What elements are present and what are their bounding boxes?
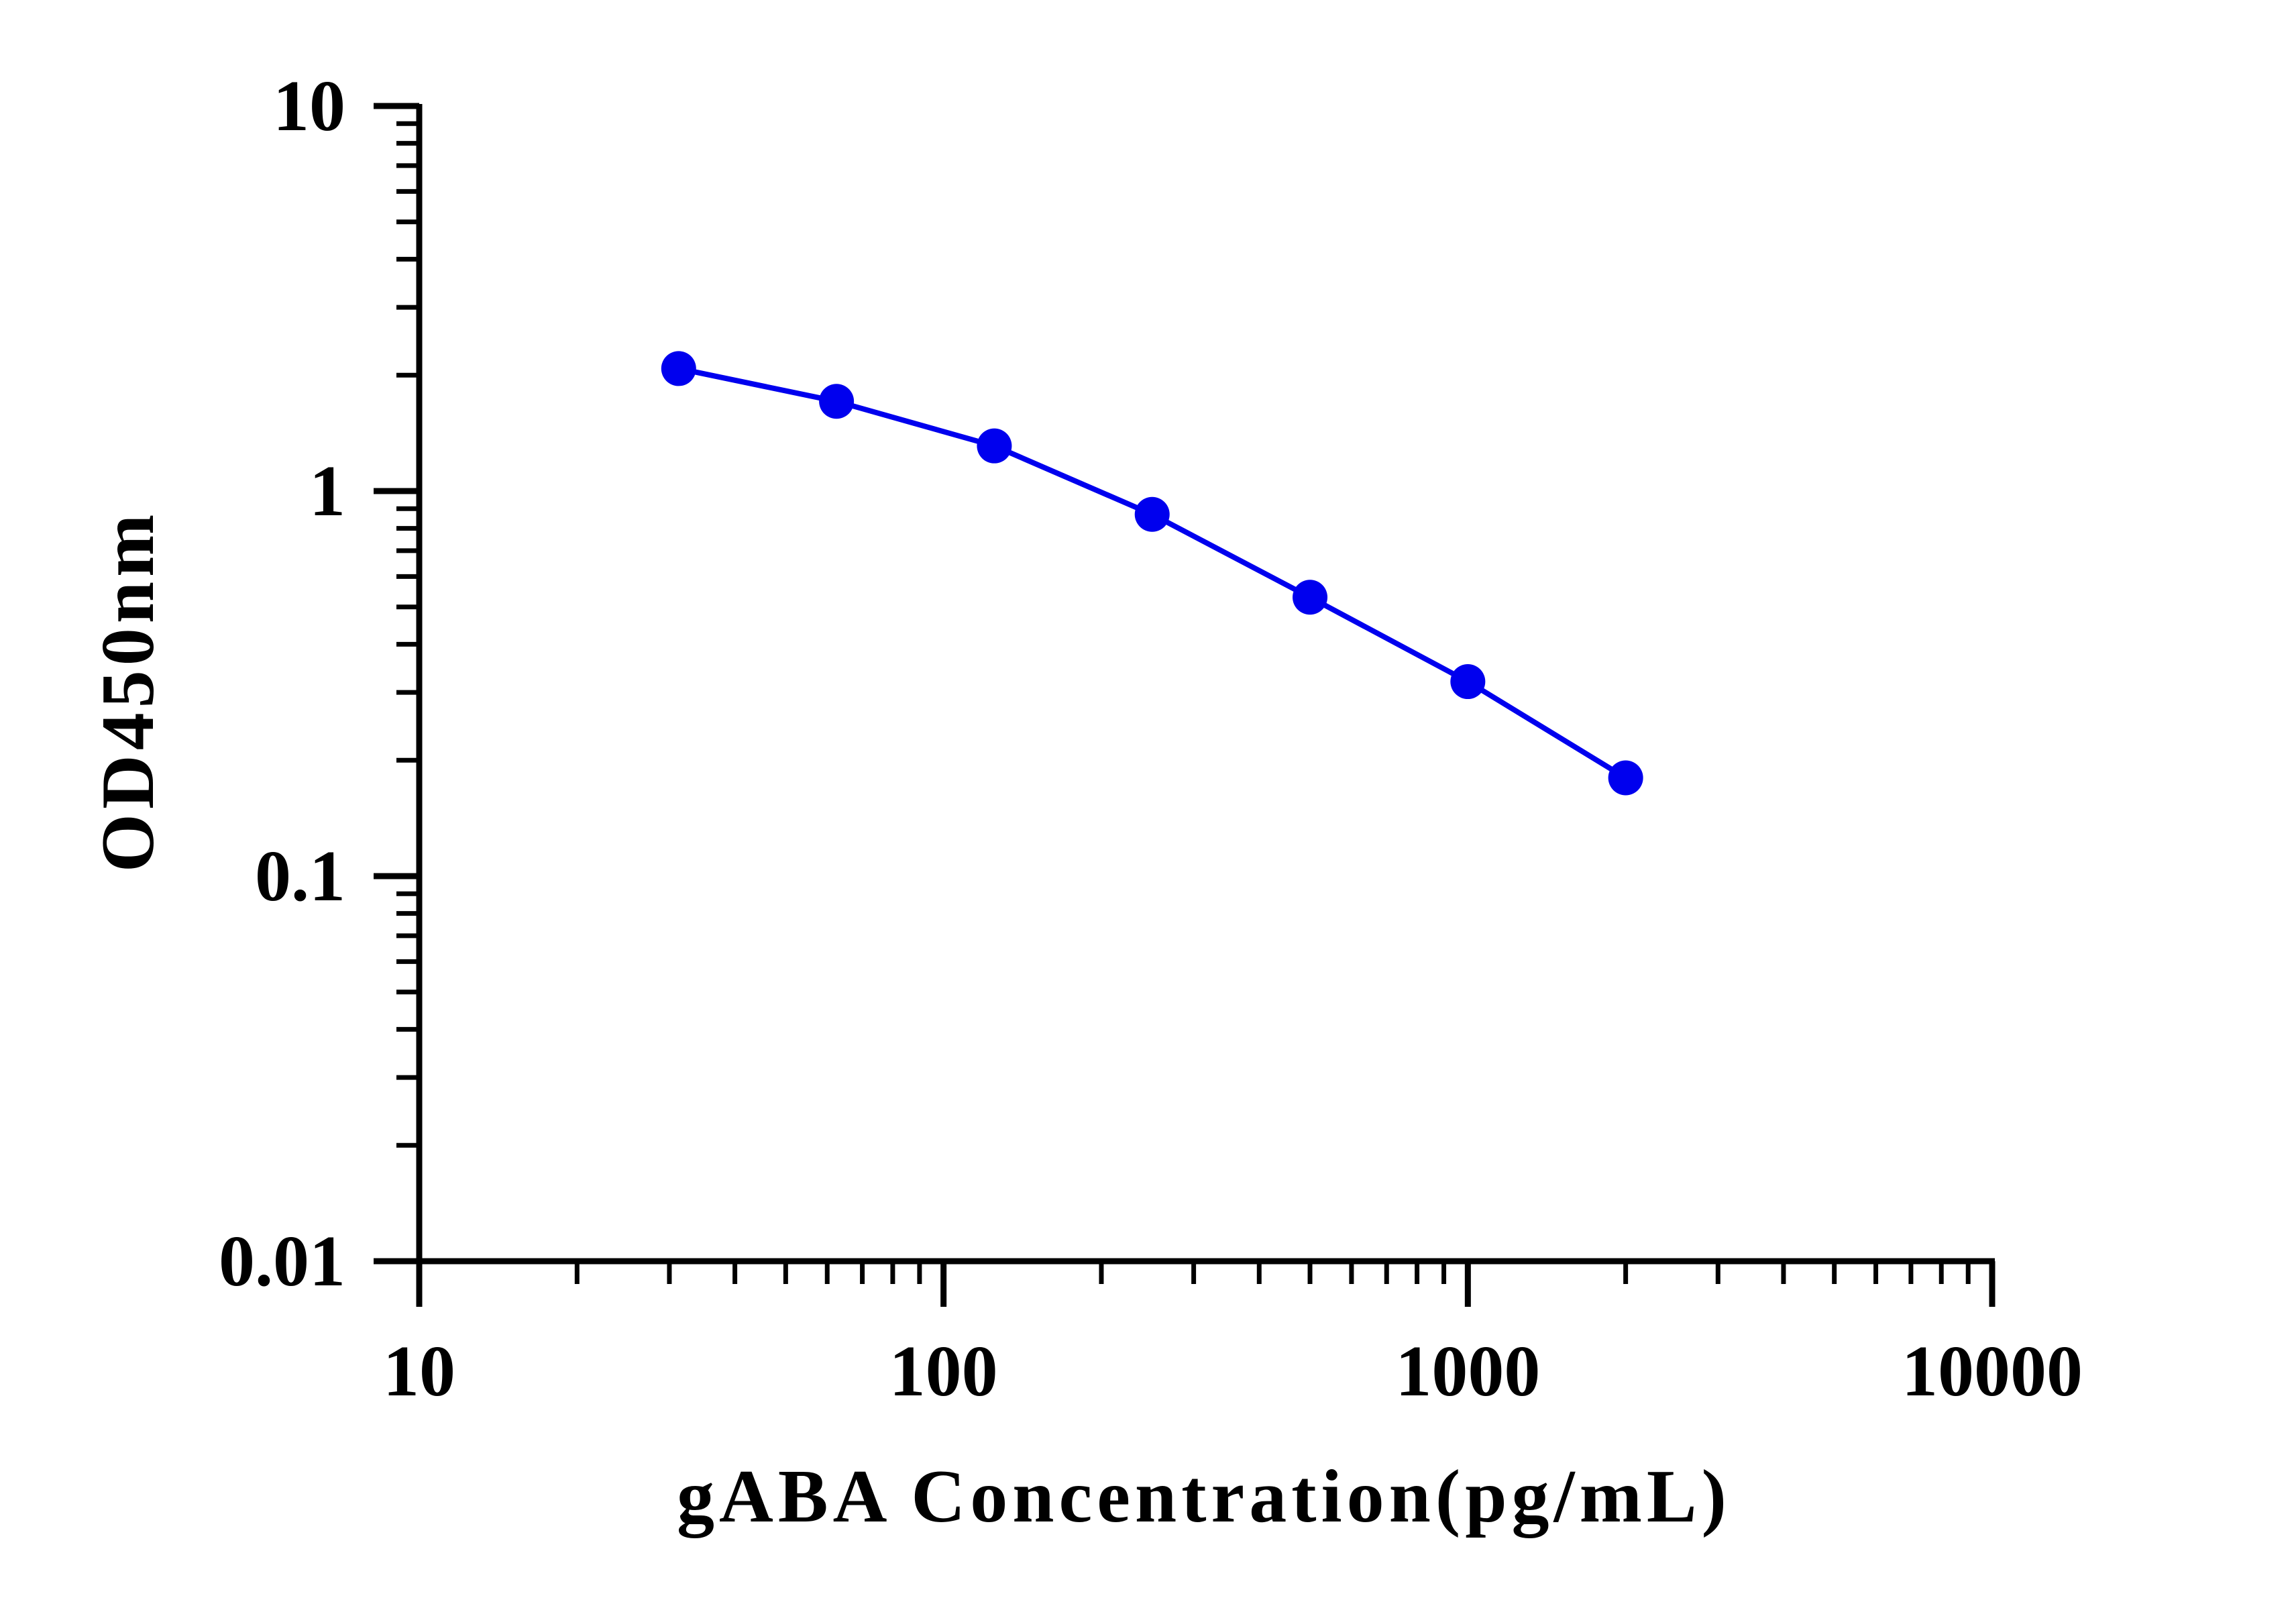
data-point [977, 428, 1012, 464]
y-tick-label: 0.1 [255, 837, 345, 916]
ticks [374, 103, 1996, 1307]
data-point [819, 384, 855, 419]
data-point [1608, 760, 1643, 796]
series [661, 351, 1643, 796]
data-point [1450, 664, 1486, 700]
y-tick-label: 0.01 [219, 1222, 345, 1301]
series-line [677, 366, 1627, 780]
y-tick-label: 1 [309, 451, 345, 531]
data-point [661, 351, 696, 386]
tick-labels: 0.01 0.1 1 10 10 100 1000 10000 [219, 66, 2083, 1411]
y-tick-label: 10 [273, 66, 345, 146]
x-tick-label: 100 [889, 1332, 998, 1411]
x-tick-label: 1000 [1395, 1332, 1540, 1411]
axes [416, 104, 1995, 1265]
data-point [1293, 580, 1328, 615]
x-axis-title: gABA Concentration(pg/mL) [677, 1455, 1731, 1538]
x-tick-label: 10000 [1902, 1332, 2083, 1411]
x-tick-label: 10 [383, 1332, 455, 1411]
data-point [1134, 496, 1170, 532]
y-axis-title: OD450nm [87, 510, 170, 873]
